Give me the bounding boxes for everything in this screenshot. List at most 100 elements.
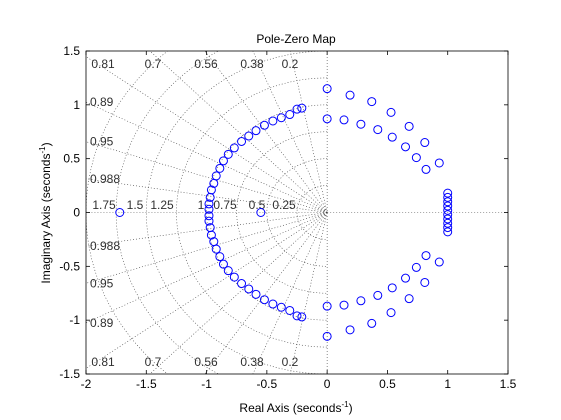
frequency-label: 1.5 — [127, 198, 144, 212]
zero-marker — [443, 214, 453, 224]
grid-arc — [266, 158, 328, 267]
zero-marker — [276, 302, 286, 312]
zero-marker — [297, 103, 307, 113]
damping-label: 0.95 — [90, 276, 114, 290]
y-tick-label: 0 — [73, 206, 80, 220]
frequency-label: 1.25 — [150, 198, 174, 212]
zero-marker — [251, 289, 261, 299]
zero-marker — [443, 205, 453, 215]
zero-marker — [356, 119, 366, 129]
zero-marker — [206, 185, 216, 195]
zero-marker — [211, 171, 221, 181]
damping-label: 0.38 — [240, 57, 264, 71]
zero-marker — [387, 132, 397, 142]
zero-marker — [256, 208, 266, 217]
zero-marker — [237, 136, 247, 146]
damping-label: 0.7 — [145, 355, 162, 369]
x-tick-label: 0 — [324, 377, 331, 391]
zero-marker — [443, 201, 453, 211]
zero-marker — [276, 113, 286, 123]
zero-marker — [443, 227, 453, 237]
y-axis-label: Imaginary Axis (seconds-1) — [38, 142, 53, 283]
zero-marker — [434, 257, 444, 267]
grid-ray — [86, 212, 328, 324]
y-tick-label: -1.5 — [59, 367, 80, 381]
zero-marker — [404, 121, 414, 131]
grid-ray — [149, 51, 328, 213]
zero-marker — [211, 244, 221, 254]
x-tick-label: -1.5 — [136, 377, 157, 391]
zero-marker — [229, 272, 239, 282]
zero-marker — [411, 153, 421, 163]
zero-marker — [386, 308, 396, 318]
grid-ray — [289, 212, 328, 374]
damping-label: 0.56 — [194, 355, 218, 369]
y-tick-label: 0.5 — [63, 152, 80, 166]
zero-marker — [285, 305, 295, 315]
y-tick-label: -0.5 — [59, 259, 80, 273]
zero-marker — [244, 131, 254, 141]
zero-marker — [443, 223, 453, 233]
zero-marker — [297, 312, 307, 322]
damping-label: 0.988 — [90, 239, 120, 253]
x-tick-label: -1 — [201, 377, 212, 391]
zero-marker — [322, 84, 332, 94]
zero-marker — [322, 114, 332, 124]
zero-marker — [215, 163, 225, 173]
x-tick-label: -0.5 — [257, 377, 278, 391]
y-tick-label: -1 — [69, 313, 80, 327]
grid-ray — [86, 212, 328, 369]
zero-marker — [204, 216, 214, 226]
zero-marker — [420, 138, 430, 148]
zero-marker — [292, 104, 302, 114]
zero-marker — [259, 120, 269, 130]
zero-marker — [322, 301, 332, 311]
grid-ray — [252, 51, 328, 213]
zero-marker — [411, 262, 421, 272]
damping-label: 0.81 — [91, 57, 115, 71]
zero-marker — [356, 296, 366, 306]
zero-marker — [204, 211, 214, 221]
x-tick-label: 1 — [444, 377, 451, 391]
frequency-label: 0.25 — [272, 198, 296, 212]
zero-marker — [404, 294, 414, 304]
zero-marker — [268, 299, 278, 309]
grid-ray — [149, 212, 328, 374]
zero-marker — [386, 107, 396, 117]
damping-label: 0.81 — [91, 355, 115, 369]
zero-marker — [367, 318, 377, 328]
x-tick-label: -2 — [81, 377, 92, 391]
damping-label: 0.38 — [240, 355, 264, 369]
zero-marker — [339, 300, 349, 310]
chart-title: Pole-Zero Map — [256, 32, 336, 46]
grid-ray — [86, 212, 328, 247]
zero-marker — [434, 158, 444, 168]
zero-marker — [292, 311, 302, 321]
zero-marker — [223, 149, 233, 159]
zero-marker — [420, 277, 430, 287]
zero-marker — [373, 125, 383, 135]
zero-marker — [244, 284, 254, 294]
zero-marker — [223, 266, 233, 276]
zero-marker — [367, 97, 377, 107]
zero-marker — [443, 188, 453, 198]
zero-marker — [401, 142, 411, 152]
y-tick-label: 1.5 — [63, 44, 80, 58]
zero-marker — [218, 259, 228, 269]
zero-marker — [229, 143, 239, 153]
zero-marker — [443, 197, 453, 207]
grid-ray — [86, 178, 328, 213]
frequency-label: 0.75 — [213, 198, 237, 212]
zero-marker — [443, 218, 453, 228]
damping-label: 0.2 — [282, 57, 299, 71]
zero-marker — [204, 199, 214, 209]
grid-ray — [289, 51, 328, 213]
zero-marker — [115, 208, 125, 217]
zero-marker — [373, 290, 383, 300]
grid-ray — [86, 56, 328, 213]
zero-marker — [421, 251, 431, 261]
zero-marker — [206, 230, 216, 240]
zero-marker — [401, 273, 411, 283]
zero-marker — [345, 90, 355, 100]
damping-label: 0.2 — [282, 355, 299, 369]
